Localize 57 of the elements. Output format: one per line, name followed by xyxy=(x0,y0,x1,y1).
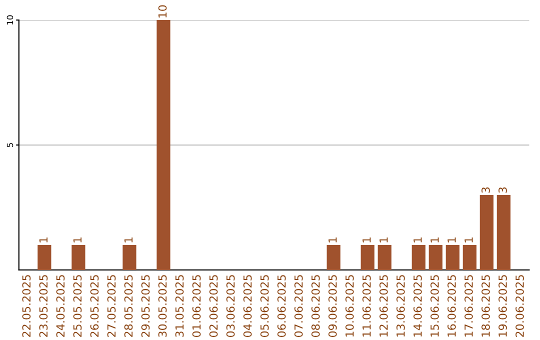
x-tick-label: 01.06.2025 xyxy=(192,275,201,338)
x-tick-label: 19.06.2025 xyxy=(498,275,507,337)
x-tick-label: 18.06.2025 xyxy=(481,275,490,337)
x-tick-label: 31.05.2025 xyxy=(175,275,184,337)
x-tick-label: 30.05.2025 xyxy=(158,275,167,337)
data-label: 1 xyxy=(362,238,371,242)
bar xyxy=(496,194,510,270)
x-tick-label: 08.06.2025 xyxy=(311,275,320,338)
x-tick-label: 11.06.2025 xyxy=(362,275,371,337)
data-label: 1 xyxy=(124,238,133,242)
bar xyxy=(480,194,494,270)
x-tick-label: 03.06.2025 xyxy=(226,275,235,338)
bar xyxy=(462,244,476,270)
bar xyxy=(412,244,426,270)
x-tick-label: 06.06.2025 xyxy=(277,275,286,338)
data-label: 3 xyxy=(498,187,507,193)
data-label: 1 xyxy=(73,238,82,242)
bar xyxy=(326,244,340,270)
x-tick-label: 22.05.2025 xyxy=(22,275,31,337)
data-label: 1 xyxy=(414,238,422,242)
x-tick-label: 07.06.2025 xyxy=(294,275,303,338)
x-tick-label: 12.06.2025 xyxy=(379,275,388,337)
x-tick-label: 25.05.2025 xyxy=(73,275,82,337)
x-tick-label: 09.06.2025 xyxy=(328,275,337,338)
x-tick-label: 04.06.2025 xyxy=(243,275,252,338)
bar xyxy=(428,244,442,270)
x-tick-label: 27.05.2025 xyxy=(107,275,116,337)
x-tick-label: 26.05.2025 xyxy=(90,275,99,337)
x-tick-label: 16.06.2025 xyxy=(447,275,456,337)
x-tick-label: 29.05.2025 xyxy=(141,275,150,337)
bar xyxy=(378,244,392,270)
x-tick-label: 17.06.2025 xyxy=(464,275,473,337)
y-tick-label: 5 xyxy=(6,143,14,148)
x-tick-label: 23.05.2025 xyxy=(39,275,48,337)
x-tick-label: 02.06.2025 xyxy=(209,275,218,338)
x-tick-label: 15.06.2025 xyxy=(430,275,439,337)
bar xyxy=(72,244,86,270)
bar xyxy=(156,20,170,270)
data-label: 1 xyxy=(39,238,48,242)
x-tick-label: 13.06.2025 xyxy=(396,275,405,337)
x-tick-label: 28.05.2025 xyxy=(124,275,133,337)
data-label: 3 xyxy=(481,187,490,193)
x-tick-label: 10.06.2025 xyxy=(345,275,354,337)
bar xyxy=(122,244,136,270)
data-label: 1 xyxy=(380,238,388,242)
data-label: 1 xyxy=(430,238,439,242)
x-tick-label: 20.06.2025 xyxy=(516,275,524,337)
data-label: 1 xyxy=(464,238,473,242)
bar xyxy=(38,244,52,270)
x-tick-label: 24.05.2025 xyxy=(56,275,65,337)
x-tick-label: 14.06.2025 xyxy=(413,275,422,337)
bar xyxy=(360,244,374,270)
data-label: 10 xyxy=(158,5,167,18)
x-tick-label: 05.06.2025 xyxy=(260,275,269,338)
data-label: 1 xyxy=(448,238,456,242)
data-label: 1 xyxy=(328,238,337,242)
bar xyxy=(446,244,460,270)
